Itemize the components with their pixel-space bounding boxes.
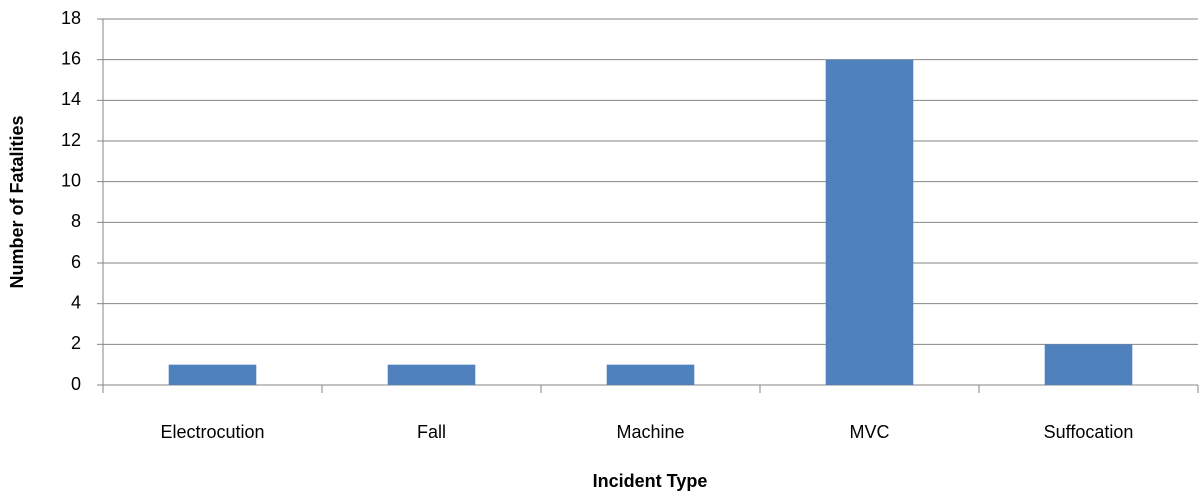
y-tick-label: 6 (71, 252, 81, 272)
bar (606, 364, 695, 385)
bar (168, 364, 257, 385)
bar (1044, 344, 1133, 385)
y-tick-label: 14 (61, 89, 81, 109)
x-tick-label: Suffocation (1044, 422, 1134, 442)
y-tick-label: 2 (71, 333, 81, 353)
y-tick-label: 0 (71, 374, 81, 394)
y-tick-label: 8 (71, 211, 81, 231)
x-axis-title: Incident Type (593, 471, 708, 491)
y-tick-label: 18 (61, 8, 81, 28)
y-tick-label: 16 (61, 48, 81, 68)
y-tick-label: 4 (71, 292, 81, 312)
y-tick-label: 12 (61, 130, 81, 150)
bar (825, 59, 914, 386)
y-axis-title: Number of Fatalities (7, 115, 27, 288)
x-tick-label: Fall (417, 422, 446, 442)
x-tick-label: Electrocution (160, 422, 264, 442)
x-tick-label: MVC (850, 422, 890, 442)
y-tick-label: 10 (61, 170, 81, 190)
x-tick-label: Machine (616, 422, 684, 442)
bar (387, 364, 476, 385)
